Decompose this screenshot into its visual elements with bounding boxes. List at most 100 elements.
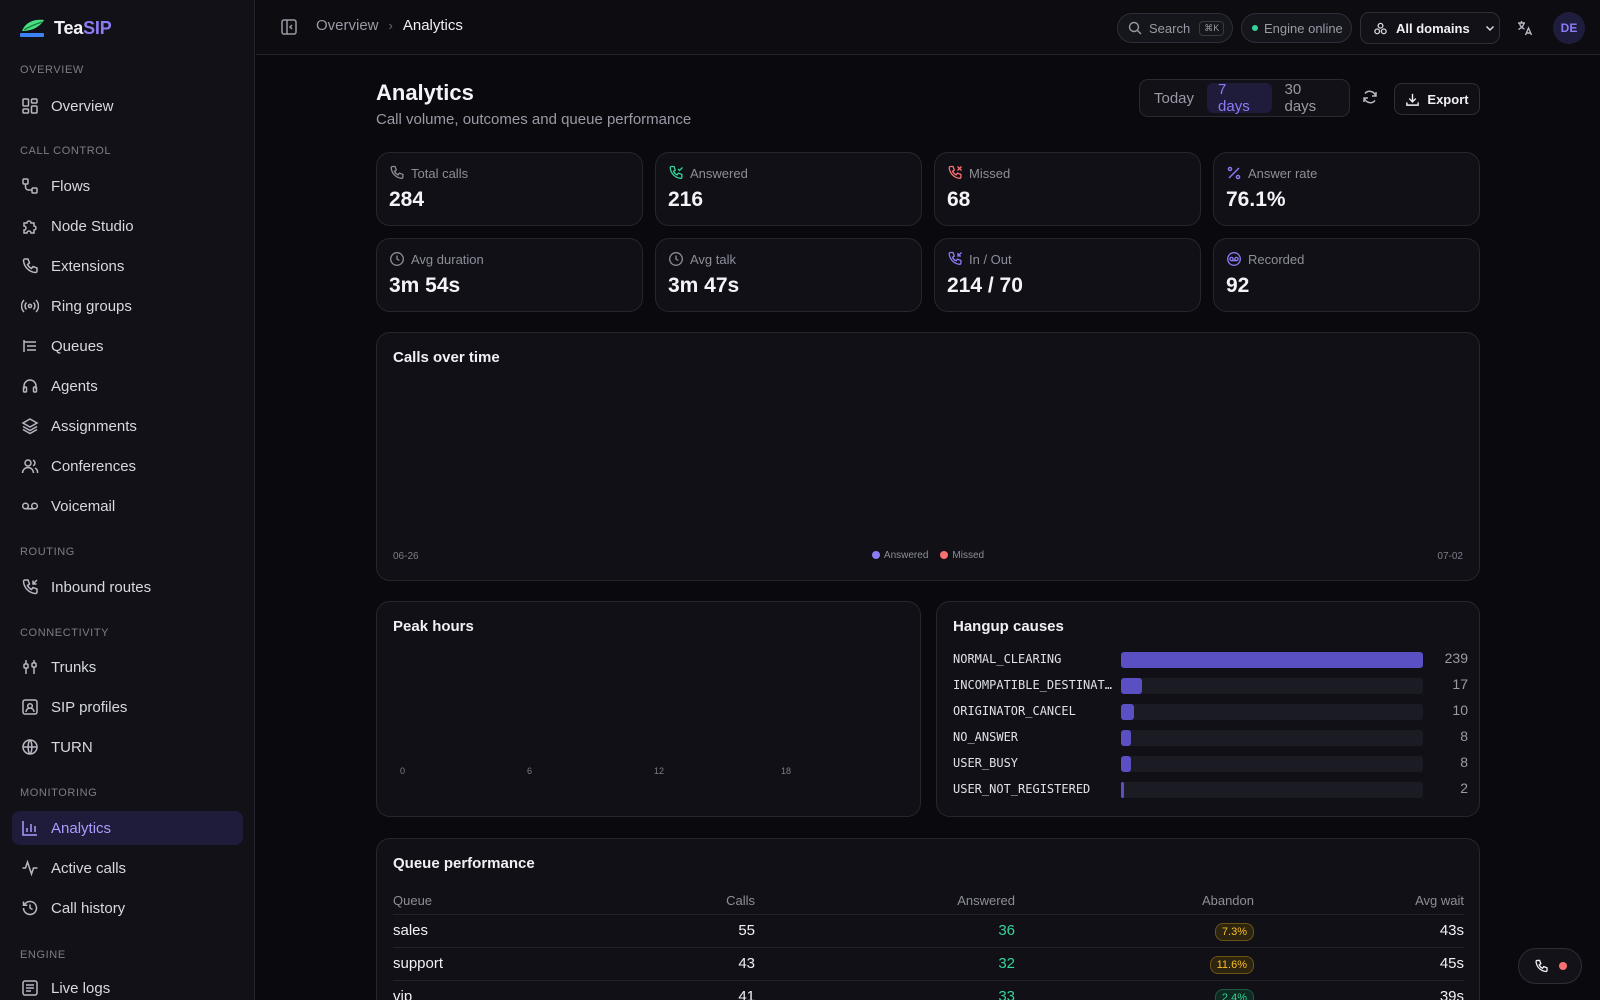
sidebar-item-overview[interactable]: Overview (12, 89, 243, 123)
softphone-button[interactable] (1518, 948, 1582, 984)
range-selector: Today 7 days 30 days (1139, 79, 1350, 117)
main-content: Analytics Call volume, outcomes and queu… (376, 55, 1480, 1000)
refresh-icon[interactable] (1361, 88, 1379, 106)
range-30-days-button[interactable]: 30 days (1284, 81, 1317, 115)
sidebar-item-live-logs[interactable]: Live logs (12, 971, 243, 1000)
cell-abandon: 7.3% (1214, 922, 1254, 941)
stat-card-avg-talk: Avg talk 3m 47s (655, 238, 922, 312)
cell-queue: sales (393, 922, 429, 939)
stat-value: 214 / 70 (947, 274, 1023, 297)
sidebar-item-label: Trunks (51, 658, 97, 676)
clock-icon (390, 252, 404, 266)
sidebar-item-queues[interactable]: Queues (12, 329, 243, 363)
sidebar-item-agents[interactable]: Agents (12, 369, 243, 403)
puzzle-icon (23, 220, 37, 234)
phone-incoming-icon (22, 579, 38, 595)
bar-track (1121, 756, 1423, 772)
cell-calls: 43 (738, 955, 755, 972)
search-button[interactable]: Search ⌘K (1117, 13, 1233, 43)
cell-avg-wait: 43s (1439, 922, 1464, 939)
range-7-days-button[interactable]: 7 days (1207, 81, 1272, 115)
avatar[interactable]: DE (1553, 12, 1585, 44)
sidebar-toggle-icon[interactable] (280, 18, 298, 36)
sidebar-item-assignments[interactable]: Assignments (12, 409, 243, 443)
peak-hours-card: Peak hours 0 6 12 18 (376, 601, 921, 817)
sidebar-item-ring-groups[interactable]: Ring groups (12, 289, 243, 323)
bar (1121, 652, 1423, 668)
column-header-answered[interactable]: Answered (957, 893, 1015, 908)
status-dot (1252, 25, 1258, 31)
radio-icon (21, 299, 39, 313)
hangup-cause-label: USER_NOT_REGISTERED (953, 782, 1091, 796)
chevron-down-icon (1485, 25, 1494, 32)
hangup-cause-label: USER_BUSY (953, 756, 1019, 770)
translate-icon[interactable] (1516, 19, 1534, 37)
column-header-abandon[interactable]: Abandon (1201, 893, 1254, 908)
hangup-causes-card: Hangup causes NORMAL_CLEARING 239 INCOMPAT… (936, 601, 1480, 817)
grid-icon (22, 98, 38, 114)
domain-select[interactable]: All domains (1360, 12, 1500, 44)
cell-abandon: 11.6% (1209, 955, 1254, 974)
breadcrumb-current: Analytics (402, 17, 463, 34)
users-icon (21, 459, 39, 474)
sidebar-item-label: Overview (51, 97, 114, 115)
cell-avg-wait: 45s (1439, 955, 1464, 972)
export-button[interactable]: Export (1394, 83, 1480, 115)
bar (1121, 782, 1124, 798)
sidebar-item-flows[interactable]: Flows (12, 169, 243, 203)
sidebar-item-analytics[interactable]: Analytics (12, 811, 243, 845)
stat-label: In / Out (969, 251, 1012, 267)
hangup-cause-row: NORMAL_CLEARING 239 (953, 649, 1468, 669)
table-row[interactable]: vip 41 33 2.4% 39s (393, 981, 1464, 1000)
x-axis-start-label: 06-26 (393, 551, 419, 562)
legend-swatch (871, 551, 880, 559)
breadcrumb-overview[interactable]: Overview (316, 17, 379, 34)
stat-card-total-calls: Total calls 284 (376, 152, 643, 226)
table-row[interactable]: sales 55 36 7.3% 43s (393, 915, 1464, 948)
phone-icon (390, 165, 404, 179)
sidebar-item-extensions[interactable]: Extensions (12, 249, 243, 283)
hangup-cause-label: NORMAL_CLEARING (953, 652, 1062, 666)
sidebar-item-conferences[interactable]: Conferences (12, 449, 243, 483)
headset-icon (22, 379, 38, 393)
legend-swatch (940, 551, 949, 559)
bar (1121, 704, 1134, 720)
breadcrumb: Overview › Analytics (316, 17, 463, 34)
percent-icon (1227, 166, 1241, 180)
column-header-avg-wait[interactable]: Avg wait (1415, 893, 1464, 908)
phone-incoming-icon (948, 251, 962, 265)
teasip-logo-icon (20, 19, 44, 37)
sidebar-item-node-studio[interactable]: Node Studio (12, 209, 243, 243)
search-icon (1128, 21, 1142, 35)
domain-label: All domains (1396, 20, 1470, 36)
sidebar-item-trunks[interactable]: Trunks (12, 650, 243, 684)
queue-table: Queue Calls Answered Abandon Avg wait sa… (393, 891, 1464, 1000)
abandon-badge: 11.6% (1209, 956, 1254, 974)
brand[interactable]: TeaSIP (18, 14, 112, 42)
stat-card-in-out: In / Out 214 / 70 (934, 238, 1201, 312)
bar-track (1121, 782, 1423, 798)
stat-label: Total calls (411, 165, 469, 181)
download-icon (1406, 93, 1420, 106)
stat-value: 216 (668, 188, 704, 211)
sidebar-item-voicemail[interactable]: Voicemail (12, 489, 243, 523)
sidebar-item-call-history[interactable]: Call history (12, 891, 243, 925)
logs-icon (22, 980, 38, 996)
sidebar-item-sip-profiles[interactable]: SIP profiles (12, 690, 243, 724)
sidebar-item-active-calls[interactable]: Active calls (12, 851, 243, 885)
column-header-queue[interactable]: Queue (393, 893, 433, 908)
bar-track (1121, 704, 1423, 720)
hangup-cause-row: INCOMPATIBLE_DESTINAT… 17 (953, 675, 1468, 695)
column-header-calls[interactable]: Calls (726, 893, 755, 908)
sidebar-item-turn[interactable]: TURN (12, 730, 243, 764)
legend-item-answered: Answered (871, 550, 928, 561)
stat-label-row: Total calls (389, 165, 468, 181)
search-label: Search (1149, 20, 1191, 36)
calls-over-time-card: Calls over time 06-26 Answered Missed 07… (376, 332, 1480, 581)
page-subtitle: Call volume, outcomes and queue performa… (376, 111, 692, 128)
range-today-button[interactable]: Today (1154, 89, 1195, 107)
sidebar-item-inbound-routes[interactable]: Inbound routes (12, 570, 243, 604)
search-shortcut: ⌘K (1199, 20, 1225, 36)
table-row[interactable]: support 43 32 11.6% 45s (393, 948, 1464, 981)
sidebar-item-label: Analytics (51, 819, 112, 837)
